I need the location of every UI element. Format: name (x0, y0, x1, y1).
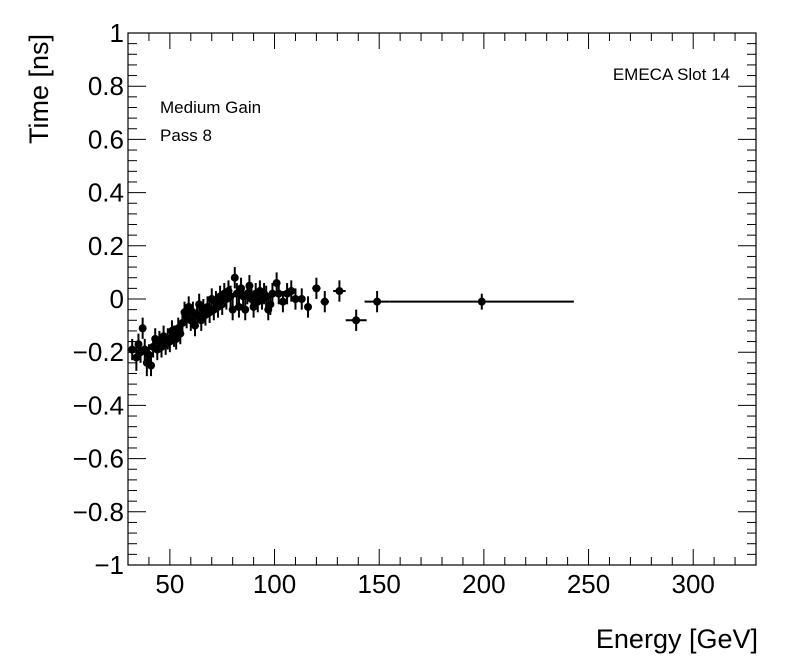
data-point (389, 293, 574, 310)
marker (268, 289, 277, 298)
marker (128, 345, 137, 354)
x-tick-label: 150 (358, 569, 401, 599)
marker (230, 273, 239, 282)
marker (138, 324, 147, 333)
marker (287, 287, 296, 296)
marker (477, 297, 486, 306)
y-tick-label: −0.8 (73, 497, 124, 527)
marker (234, 302, 243, 311)
marker (291, 295, 300, 303)
y-tick-label: 0 (110, 284, 124, 314)
gain-label: Medium Gain (160, 98, 261, 117)
marker (278, 297, 287, 306)
marker (262, 292, 271, 301)
data-point (234, 296, 243, 318)
data-point (262, 285, 271, 307)
marker (297, 295, 306, 303)
marker (147, 361, 156, 370)
data-point (287, 280, 296, 302)
y-tick-label: 1 (110, 18, 124, 48)
data-point (147, 354, 156, 377)
marker (226, 292, 235, 301)
data-point (333, 280, 346, 302)
axis-ticks (127, 32, 757, 566)
y-tick-label: −0.2 (73, 337, 124, 367)
marker (228, 305, 237, 314)
y-tick-label: −0.6 (73, 444, 124, 474)
y-tick-label: −0.4 (73, 390, 124, 420)
data-point (312, 277, 321, 299)
data-point (274, 283, 283, 305)
x-tick-label: 200 (462, 569, 505, 599)
tick-labels: 50 100 150 200 250 300 −1 −0.8 −0.6 −0.4 −0.2 0 0.2 0… (73, 18, 715, 599)
y-tick-label: 0.2 (88, 231, 124, 261)
data-point (228, 299, 237, 321)
data-point (278, 291, 287, 313)
data-point (245, 275, 254, 297)
data-point (241, 299, 250, 321)
data-point (230, 267, 239, 289)
data-point (128, 338, 137, 361)
data-points (128, 267, 574, 377)
data-point (297, 288, 306, 310)
marker (352, 316, 361, 325)
data-point (345, 309, 367, 331)
y-tick-label: −1 (94, 550, 124, 580)
data-point (291, 288, 300, 310)
data-point (364, 291, 390, 313)
x-tick-label: 50 (155, 569, 184, 599)
slot-label: EMECA Slot 14 (613, 65, 730, 84)
y-axis-title: Time [ns] (24, 34, 54, 144)
data-point (138, 317, 147, 339)
marker (274, 289, 283, 298)
x-axis-title: Energy [GeV] (596, 624, 758, 654)
y-tick-label: 0.8 (88, 71, 124, 101)
x-tick-label: 300 (672, 569, 715, 599)
y-tick-label: 0.6 (88, 124, 124, 154)
x-tick-label: 250 (567, 569, 610, 599)
marker (335, 287, 344, 296)
x-tick-label: 100 (253, 569, 296, 599)
plot-frame (127, 32, 757, 566)
data-point (226, 285, 235, 307)
pass-label: Pass 8 (160, 126, 212, 145)
marker (373, 297, 382, 306)
data-point (268, 283, 277, 305)
data-point (304, 296, 313, 318)
y-tick-label: 0.4 (88, 178, 124, 208)
data-point (320, 291, 329, 313)
marker (320, 297, 329, 306)
marker (245, 281, 254, 290)
marker (304, 302, 313, 311)
marker (312, 284, 321, 293)
marker (241, 305, 250, 314)
